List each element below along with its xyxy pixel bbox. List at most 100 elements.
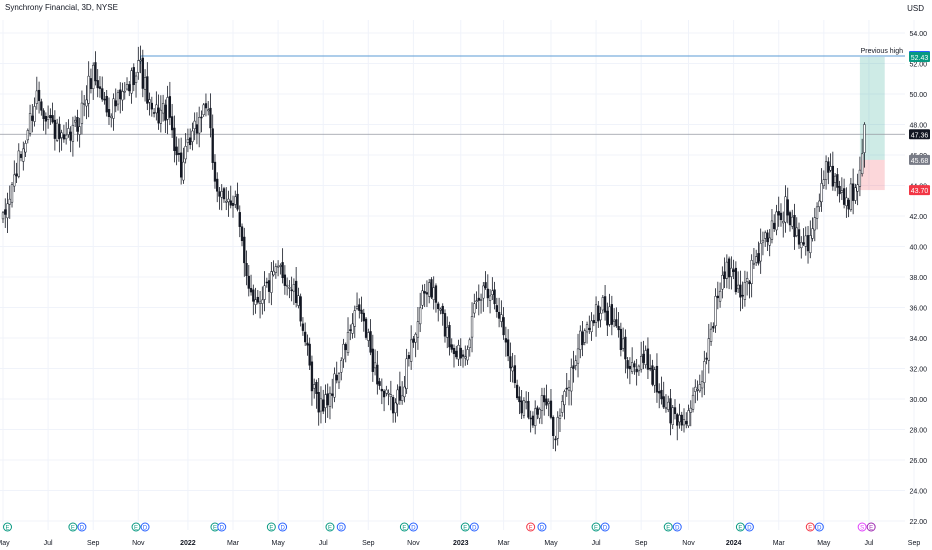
candle[interactable]	[254, 299, 257, 305]
candle[interactable]	[285, 284, 289, 287]
candle[interactable]	[403, 386, 406, 398]
candle[interactable]	[552, 417, 555, 436]
candle[interactable]	[628, 365, 632, 370]
candle[interactable]	[328, 392, 332, 407]
candle[interactable]	[579, 330, 582, 350]
candle[interactable]	[322, 399, 325, 412]
candle[interactable]	[425, 292, 429, 295]
candle[interactable]	[506, 339, 510, 357]
candle[interactable]	[414, 333, 417, 343]
event-marker[interactable]	[77, 522, 87, 532]
candle[interactable]	[15, 173, 18, 177]
candle[interactable]	[854, 187, 857, 201]
candle[interactable]	[227, 198, 230, 203]
candle[interactable]	[543, 395, 546, 403]
candle[interactable]	[85, 99, 88, 107]
candle[interactable]	[249, 287, 253, 293]
candle[interactable]	[858, 169, 862, 187]
candle[interactable]	[515, 384, 519, 399]
candle[interactable]	[24, 143, 27, 153]
candle[interactable]	[87, 75, 90, 104]
candle[interactable]	[642, 353, 645, 363]
candle[interactable]	[475, 300, 478, 303]
candle[interactable]	[419, 307, 422, 325]
candle[interactable]	[588, 327, 591, 330]
candle[interactable]	[646, 348, 650, 370]
candle[interactable]	[238, 212, 241, 227]
candle[interactable]	[229, 200, 232, 206]
candle[interactable]	[351, 323, 354, 334]
candle[interactable]	[831, 165, 834, 187]
candle[interactable]	[482, 285, 485, 299]
candle[interactable]	[802, 242, 805, 245]
candle[interactable]	[231, 203, 235, 206]
candle[interactable]	[479, 299, 483, 301]
candle[interactable]	[218, 191, 221, 197]
candle[interactable]	[651, 365, 654, 385]
candle[interactable]	[211, 128, 214, 163]
candle[interactable]	[313, 384, 316, 389]
candle[interactable]	[570, 367, 573, 392]
candle[interactable]	[739, 284, 742, 298]
candle[interactable]	[132, 67, 135, 86]
candle[interactable]	[295, 280, 298, 303]
candle[interactable]	[125, 84, 129, 90]
candle[interactable]	[173, 127, 176, 151]
candle[interactable]	[225, 200, 228, 203]
candle[interactable]	[279, 265, 282, 267]
candle[interactable]	[71, 124, 75, 142]
candle[interactable]	[387, 392, 390, 395]
candle[interactable]	[342, 343, 345, 360]
candle[interactable]	[621, 338, 625, 349]
event-marker[interactable]	[866, 522, 876, 532]
candle[interactable]	[128, 84, 131, 92]
candle[interactable]	[263, 285, 266, 300]
candle[interactable]	[333, 373, 336, 398]
candle[interactable]	[624, 336, 627, 360]
candle[interactable]	[299, 296, 302, 322]
candle[interactable]	[130, 70, 133, 94]
candle[interactable]	[209, 107, 212, 129]
candle[interactable]	[304, 331, 307, 343]
event-marker[interactable]	[663, 522, 673, 532]
candle[interactable]	[141, 57, 144, 89]
candle[interactable]	[310, 361, 314, 392]
candle[interactable]	[680, 414, 683, 426]
candle[interactable]	[270, 271, 273, 293]
candle[interactable]	[653, 369, 656, 386]
candle[interactable]	[247, 275, 250, 289]
candle[interactable]	[660, 389, 663, 400]
candle[interactable]	[736, 284, 740, 290]
candle[interactable]	[116, 92, 120, 105]
candle[interactable]	[83, 103, 86, 105]
candle[interactable]	[437, 303, 440, 310]
candle[interactable]	[389, 394, 393, 398]
candle[interactable]	[308, 343, 311, 366]
candle[interactable]	[46, 116, 50, 120]
candle[interactable]	[842, 188, 846, 205]
candle[interactable]	[640, 355, 643, 370]
candle[interactable]	[502, 317, 505, 336]
candle[interactable]	[362, 312, 365, 322]
candle[interactable]	[856, 184, 859, 192]
event-marker[interactable]	[814, 522, 824, 532]
candle[interactable]	[159, 109, 162, 124]
candle[interactable]	[581, 331, 584, 346]
candle[interactable]	[373, 362, 377, 369]
event-marker[interactable]	[744, 522, 754, 532]
event-marker[interactable]	[336, 522, 346, 532]
candle[interactable]	[256, 296, 259, 303]
candle[interactable]	[240, 226, 244, 241]
candle[interactable]	[267, 280, 271, 292]
candle[interactable]	[152, 112, 156, 114]
candle[interactable]	[597, 305, 600, 322]
candle[interactable]	[317, 392, 320, 413]
candle[interactable]	[10, 184, 14, 203]
candle[interactable]	[779, 212, 783, 221]
candle[interactable]	[504, 338, 508, 343]
candle[interactable]	[804, 235, 807, 247]
candle[interactable]	[258, 301, 262, 304]
candle[interactable]	[42, 110, 45, 119]
candle[interactable]	[139, 59, 142, 62]
